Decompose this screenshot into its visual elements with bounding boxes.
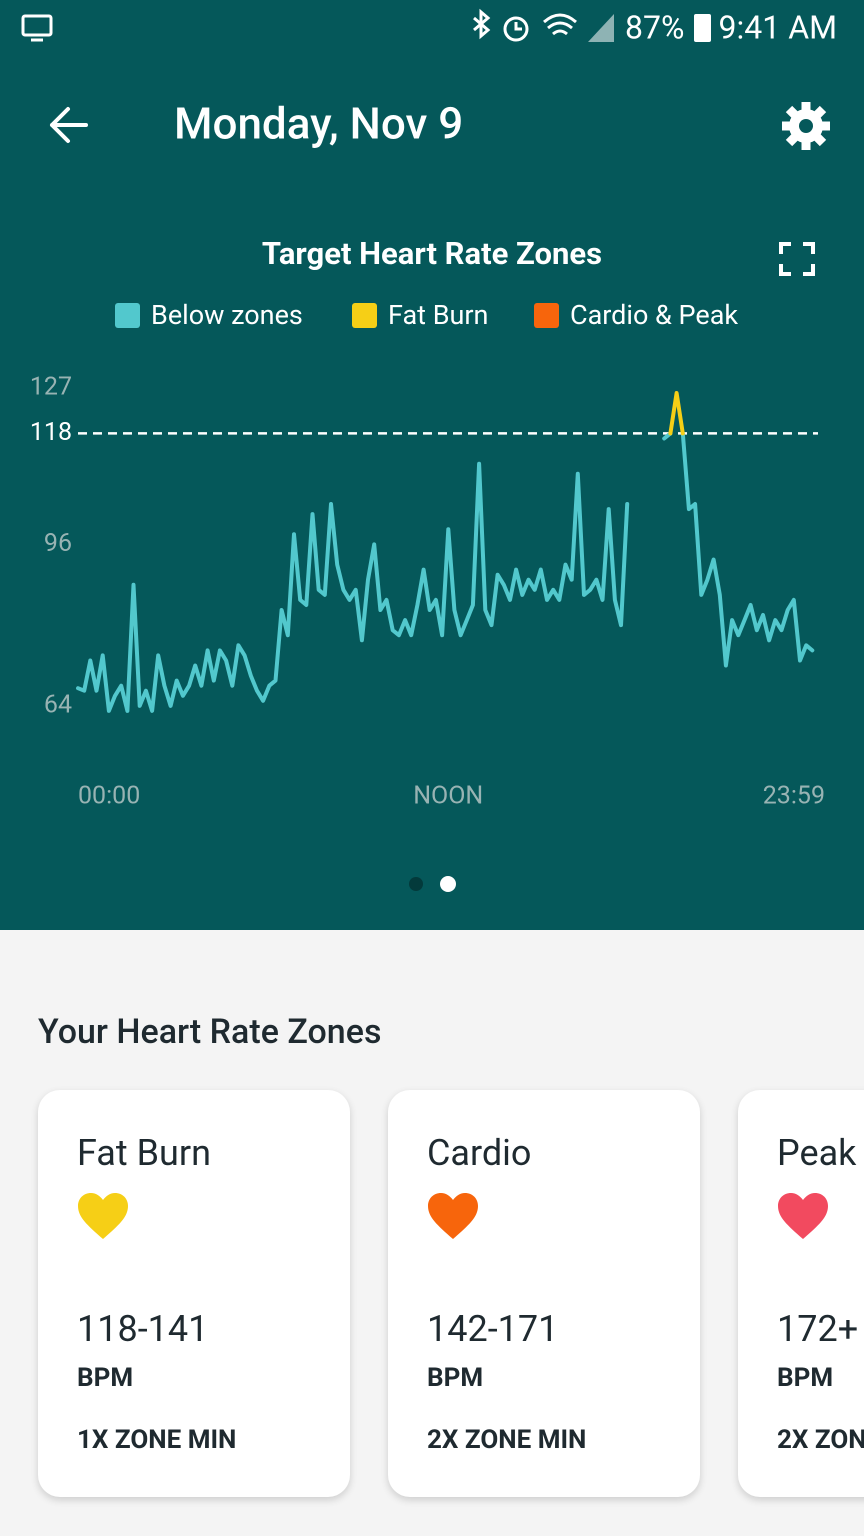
section-title: Your Heart Rate Zones xyxy=(38,1012,382,1052)
legend-swatch xyxy=(115,303,140,328)
status-icons xyxy=(21,8,577,42)
zone-range: 172+ xyxy=(777,1308,859,1350)
chart: 87% 9:41 AM Monday, Nov 9 Target Heart R… xyxy=(21,8,837,892)
battery-icon xyxy=(694,14,711,42)
zone-multiplier: 1X ZONE MIN xyxy=(77,1425,237,1455)
heart-icon xyxy=(778,1193,828,1239)
signal-icon xyxy=(588,14,614,42)
page-dot[interactable] xyxy=(409,877,423,891)
y-tick-label: 127 xyxy=(30,373,72,402)
page-title: Monday, Nov 9 xyxy=(174,98,463,150)
back-button[interactable] xyxy=(50,107,88,143)
settings-button[interactable] xyxy=(782,102,830,150)
battery-level: 87% xyxy=(625,8,684,46)
threshold-label: 118 xyxy=(30,418,72,447)
x-tick-label: NOON xyxy=(413,782,483,811)
chart-title: Target Heart Rate Zones xyxy=(262,235,602,272)
y-tick-label: 96 xyxy=(44,529,72,558)
heart-rate-line xyxy=(76,431,815,713)
legend-swatch xyxy=(534,303,559,328)
x-tick-label: 00:00 xyxy=(78,782,140,811)
page-dot-active[interactable] xyxy=(440,876,456,892)
zone-card[interactable]: Cardio 142-171 BPM 2X ZONE MIN xyxy=(388,1090,700,1497)
zone-unit: BPM xyxy=(77,1363,134,1393)
fullscreen-button[interactable] xyxy=(779,242,815,276)
legend-label: Fat Burn xyxy=(388,299,488,331)
heart xyxy=(78,1193,128,1239)
zone-name: Peak xyxy=(777,1132,857,1174)
zone-range: 142-171 xyxy=(427,1308,559,1350)
heart-rate-line xyxy=(668,391,685,436)
y-tick-label: 64 xyxy=(44,690,72,719)
heart xyxy=(778,1193,828,1239)
header-panel: 87% 9:41 AM Monday, Nov 9 Target Heart R… xyxy=(0,0,864,930)
legend-label: Cardio & Peak xyxy=(570,299,738,331)
clock: 9:41 AM xyxy=(719,8,837,46)
heart xyxy=(428,1193,478,1239)
zone-name: Fat Burn xyxy=(77,1132,211,1174)
zone-unit: BPM xyxy=(427,1363,484,1393)
legend-swatch xyxy=(352,303,377,328)
heart-icon xyxy=(428,1193,478,1239)
zone-name: Cardio xyxy=(427,1132,532,1174)
zone-card[interactable]: Fat Burn 118-141 BPM 1X ZONE MIN xyxy=(38,1090,350,1497)
zone-card[interactable]: Peak 172+ BPM 2X ZONE MIN xyxy=(738,1090,864,1497)
legend-label: Below zones xyxy=(151,299,303,331)
heart-icon xyxy=(78,1193,128,1239)
x-tick-label: 23:59 xyxy=(763,782,825,811)
zones-section: Your Heart Rate Zones Fat Burn 118-141 B… xyxy=(0,930,864,1536)
zone-multiplier: 2X ZONE MIN xyxy=(777,1425,864,1455)
zone-range: 118-141 xyxy=(77,1308,209,1350)
zone-unit: BPM xyxy=(777,1363,834,1393)
zone-multiplier: 2X ZONE MIN xyxy=(427,1425,587,1455)
